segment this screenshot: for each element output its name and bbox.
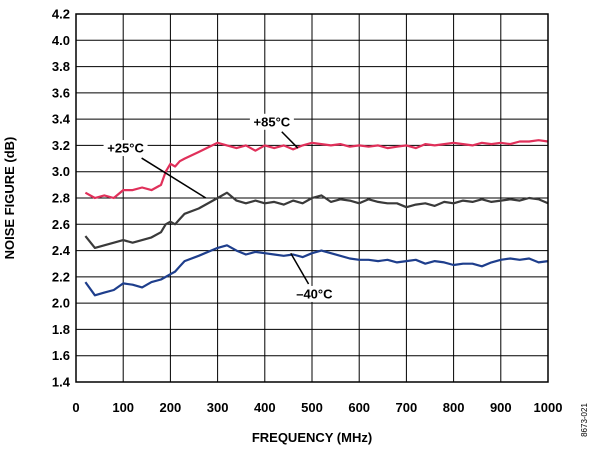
x-tick-label: 900: [490, 400, 512, 415]
annotation-bg: [292, 285, 337, 302]
x-tick-label: 1000: [534, 400, 563, 415]
x-tick-labels: 0 100 200 300 400 500 600 700 800 900 1000: [72, 400, 562, 415]
annotation-bg: [249, 113, 294, 130]
series-line-1: [84, 191, 549, 249]
x-tick-label: 600: [348, 400, 370, 415]
y-tick-label: 3.2: [52, 138, 70, 153]
annotation-bg: [103, 140, 148, 157]
y-tick-label: 2.4: [52, 243, 71, 258]
annotation-leader: [281, 131, 299, 149]
x-tick-label: 0: [72, 400, 79, 415]
y-axis-title: NOISE FIGURE (dB): [2, 137, 17, 260]
x-tick-label: 500: [301, 400, 323, 415]
x-tick-label: 100: [112, 400, 134, 415]
series-lines: [84, 139, 549, 297]
y-tick-label: 2.6: [52, 217, 70, 232]
figure-id: 8673-021: [580, 403, 589, 437]
series-line-2: [84, 244, 549, 297]
annotation-label: +25°C: [107, 141, 144, 156]
y-tick-label: 2.2: [52, 269, 70, 284]
y-tick-label: 3.0: [52, 164, 70, 179]
x-axis-title: FREQUENCY (MHz): [252, 430, 372, 445]
x-tick-label: 800: [443, 400, 465, 415]
y-tick-label: 3.8: [52, 59, 70, 74]
series-line-0: [84, 139, 549, 200]
annotation-leader: [290, 252, 310, 285]
annotations: +85°C +25°C –40°C: [103, 113, 337, 302]
x-tick-label: 700: [396, 400, 418, 415]
y-tick-label: 2.0: [52, 296, 70, 311]
y-tick-labels: 1.4 1.6 1.8 2.0 2.2 2.4 2.6 2.8 3.0 3.2 3.4 3.6 3.8 4…: [52, 7, 71, 390]
y-tick-label: 1.6: [52, 348, 70, 363]
plot-frame: [75, 13, 549, 383]
y-tick-label: 1.4: [52, 375, 71, 390]
annotation-label: –40°C: [296, 286, 333, 301]
y-tick-label: 3.6: [52, 85, 70, 100]
annotation-label: +85°C: [254, 114, 291, 129]
x-tick-label: 400: [254, 400, 276, 415]
x-tick-label: 200: [160, 400, 182, 415]
y-tick-label: 3.4: [52, 112, 71, 127]
annotation-leader: [141, 157, 207, 199]
y-tick-label: 1.8: [52, 322, 70, 337]
x-tick-label: 300: [207, 400, 229, 415]
y-tick-label: 2.8: [52, 191, 70, 206]
y-tick-label: 4.2: [52, 7, 70, 22]
y-tick-label: 4.0: [52, 33, 70, 48]
